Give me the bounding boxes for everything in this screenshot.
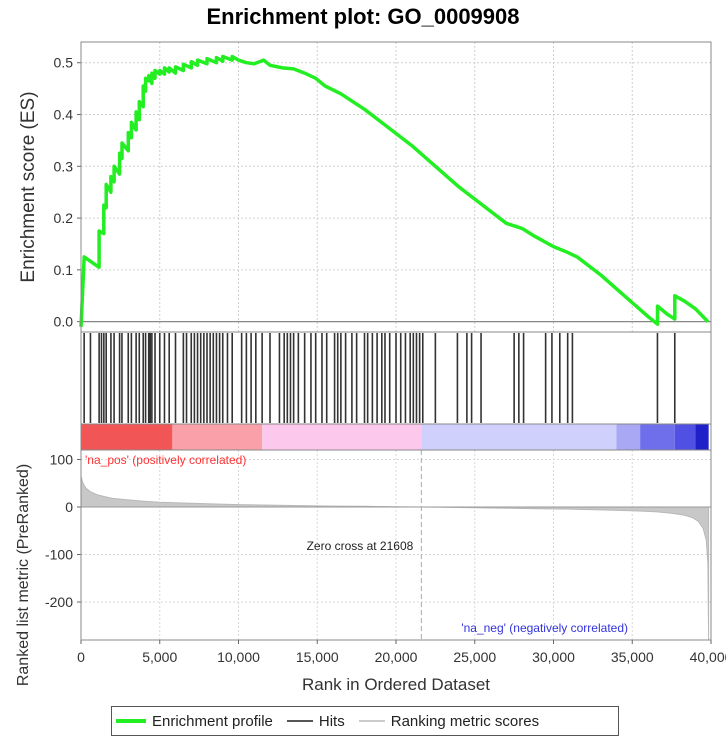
heat-segment-7 xyxy=(695,424,709,450)
heat-bar xyxy=(80,423,712,451)
es-y-tick-label-2: 0.2 xyxy=(54,210,74,226)
x-axis: 0 5,000 10,000 15,000 20,000 25,000 30,000 35,0… xyxy=(77,640,726,665)
heat-segment-1 xyxy=(172,424,263,450)
enrichment-profile-line xyxy=(79,54,710,327)
heat-segment-3 xyxy=(421,424,617,450)
legend: Enrichment profile Hits Ranking metric s… xyxy=(111,706,619,736)
x-axis-label: Rank in Ordered Dataset xyxy=(302,675,490,694)
x-tick-label-4: 20,000 xyxy=(375,649,418,665)
rank-y-tick-label-1: 0 xyxy=(65,499,73,515)
rank-plot-area xyxy=(81,450,711,640)
legend-item-ranking-metric: Ranking metric scores xyxy=(358,712,540,730)
es-y-axis-label: Enrichment score (ES) xyxy=(18,91,39,282)
legend-label-ranking: Ranking metric scores xyxy=(390,712,540,730)
legend-swatch-hits xyxy=(286,720,313,722)
heat-segment-5 xyxy=(640,424,675,450)
hits-panel xyxy=(80,331,712,425)
es-panel: 0.0 0.1 0.2 0.3 0.4 0.5 xyxy=(54,41,712,333)
x-tick-label-6: 30,000 xyxy=(532,649,575,665)
legend-item-hits: Hits xyxy=(286,712,345,730)
ranking-panel: 100 0 -100 -200 Zero cross at 21608 'na_pos' … xyxy=(45,449,712,641)
legend-item-enrichment-profile: Enrichment profile xyxy=(116,713,273,730)
rank-y-tick-label-3: -200 xyxy=(45,594,73,610)
axis-labels: Rank in Ordered Dataset Enrichment score … xyxy=(15,91,490,694)
x-tick-label-3: 15,000 xyxy=(296,649,339,665)
es-y-tick-label-1: 0.1 xyxy=(54,262,74,278)
rank-y-tick-label-0: 100 xyxy=(50,452,74,468)
x-tick-label-2: 10,000 xyxy=(217,649,260,665)
legend-label-hits: Hits xyxy=(318,712,345,730)
pos-correlated-label: 'na_pos' (positively correlated) xyxy=(85,453,246,467)
rank-y-axis-label: Ranked list metric (PreRanked) xyxy=(15,464,32,686)
x-tick-label-7: 35,000 xyxy=(611,649,654,665)
zero-cross-label: Zero cross at 21608 xyxy=(307,539,414,553)
x-tick-label-1: 5,000 xyxy=(142,649,177,665)
legend-swatch-ranking xyxy=(358,720,385,722)
es-y-tick-label-5: 0.5 xyxy=(54,55,74,71)
heat-segment-4 xyxy=(616,424,641,450)
rank-y-tick-label-2: -100 xyxy=(45,547,73,563)
es-y-tick-label-4: 0.4 xyxy=(54,107,74,123)
es-y-tick-label-0: 0.0 xyxy=(54,314,74,330)
heat-segment-6 xyxy=(674,424,696,450)
es-y-tick-label-3: 0.3 xyxy=(54,158,74,174)
x-tick-label-8: 40,000 xyxy=(690,649,726,665)
x-tick-label-5: 25,000 xyxy=(453,649,496,665)
heat-segment-0 xyxy=(81,424,173,450)
legend-label-enrichment: Enrichment profile xyxy=(152,712,273,730)
heat-segment-2 xyxy=(262,424,422,450)
chart-title: Enrichment plot: GO_0009908 xyxy=(206,4,520,29)
x-tick-label-0: 0 xyxy=(77,649,85,665)
neg-correlated-label: 'na_neg' (negatively correlated) xyxy=(461,621,628,635)
legend-swatch-enrichment xyxy=(116,719,146,723)
